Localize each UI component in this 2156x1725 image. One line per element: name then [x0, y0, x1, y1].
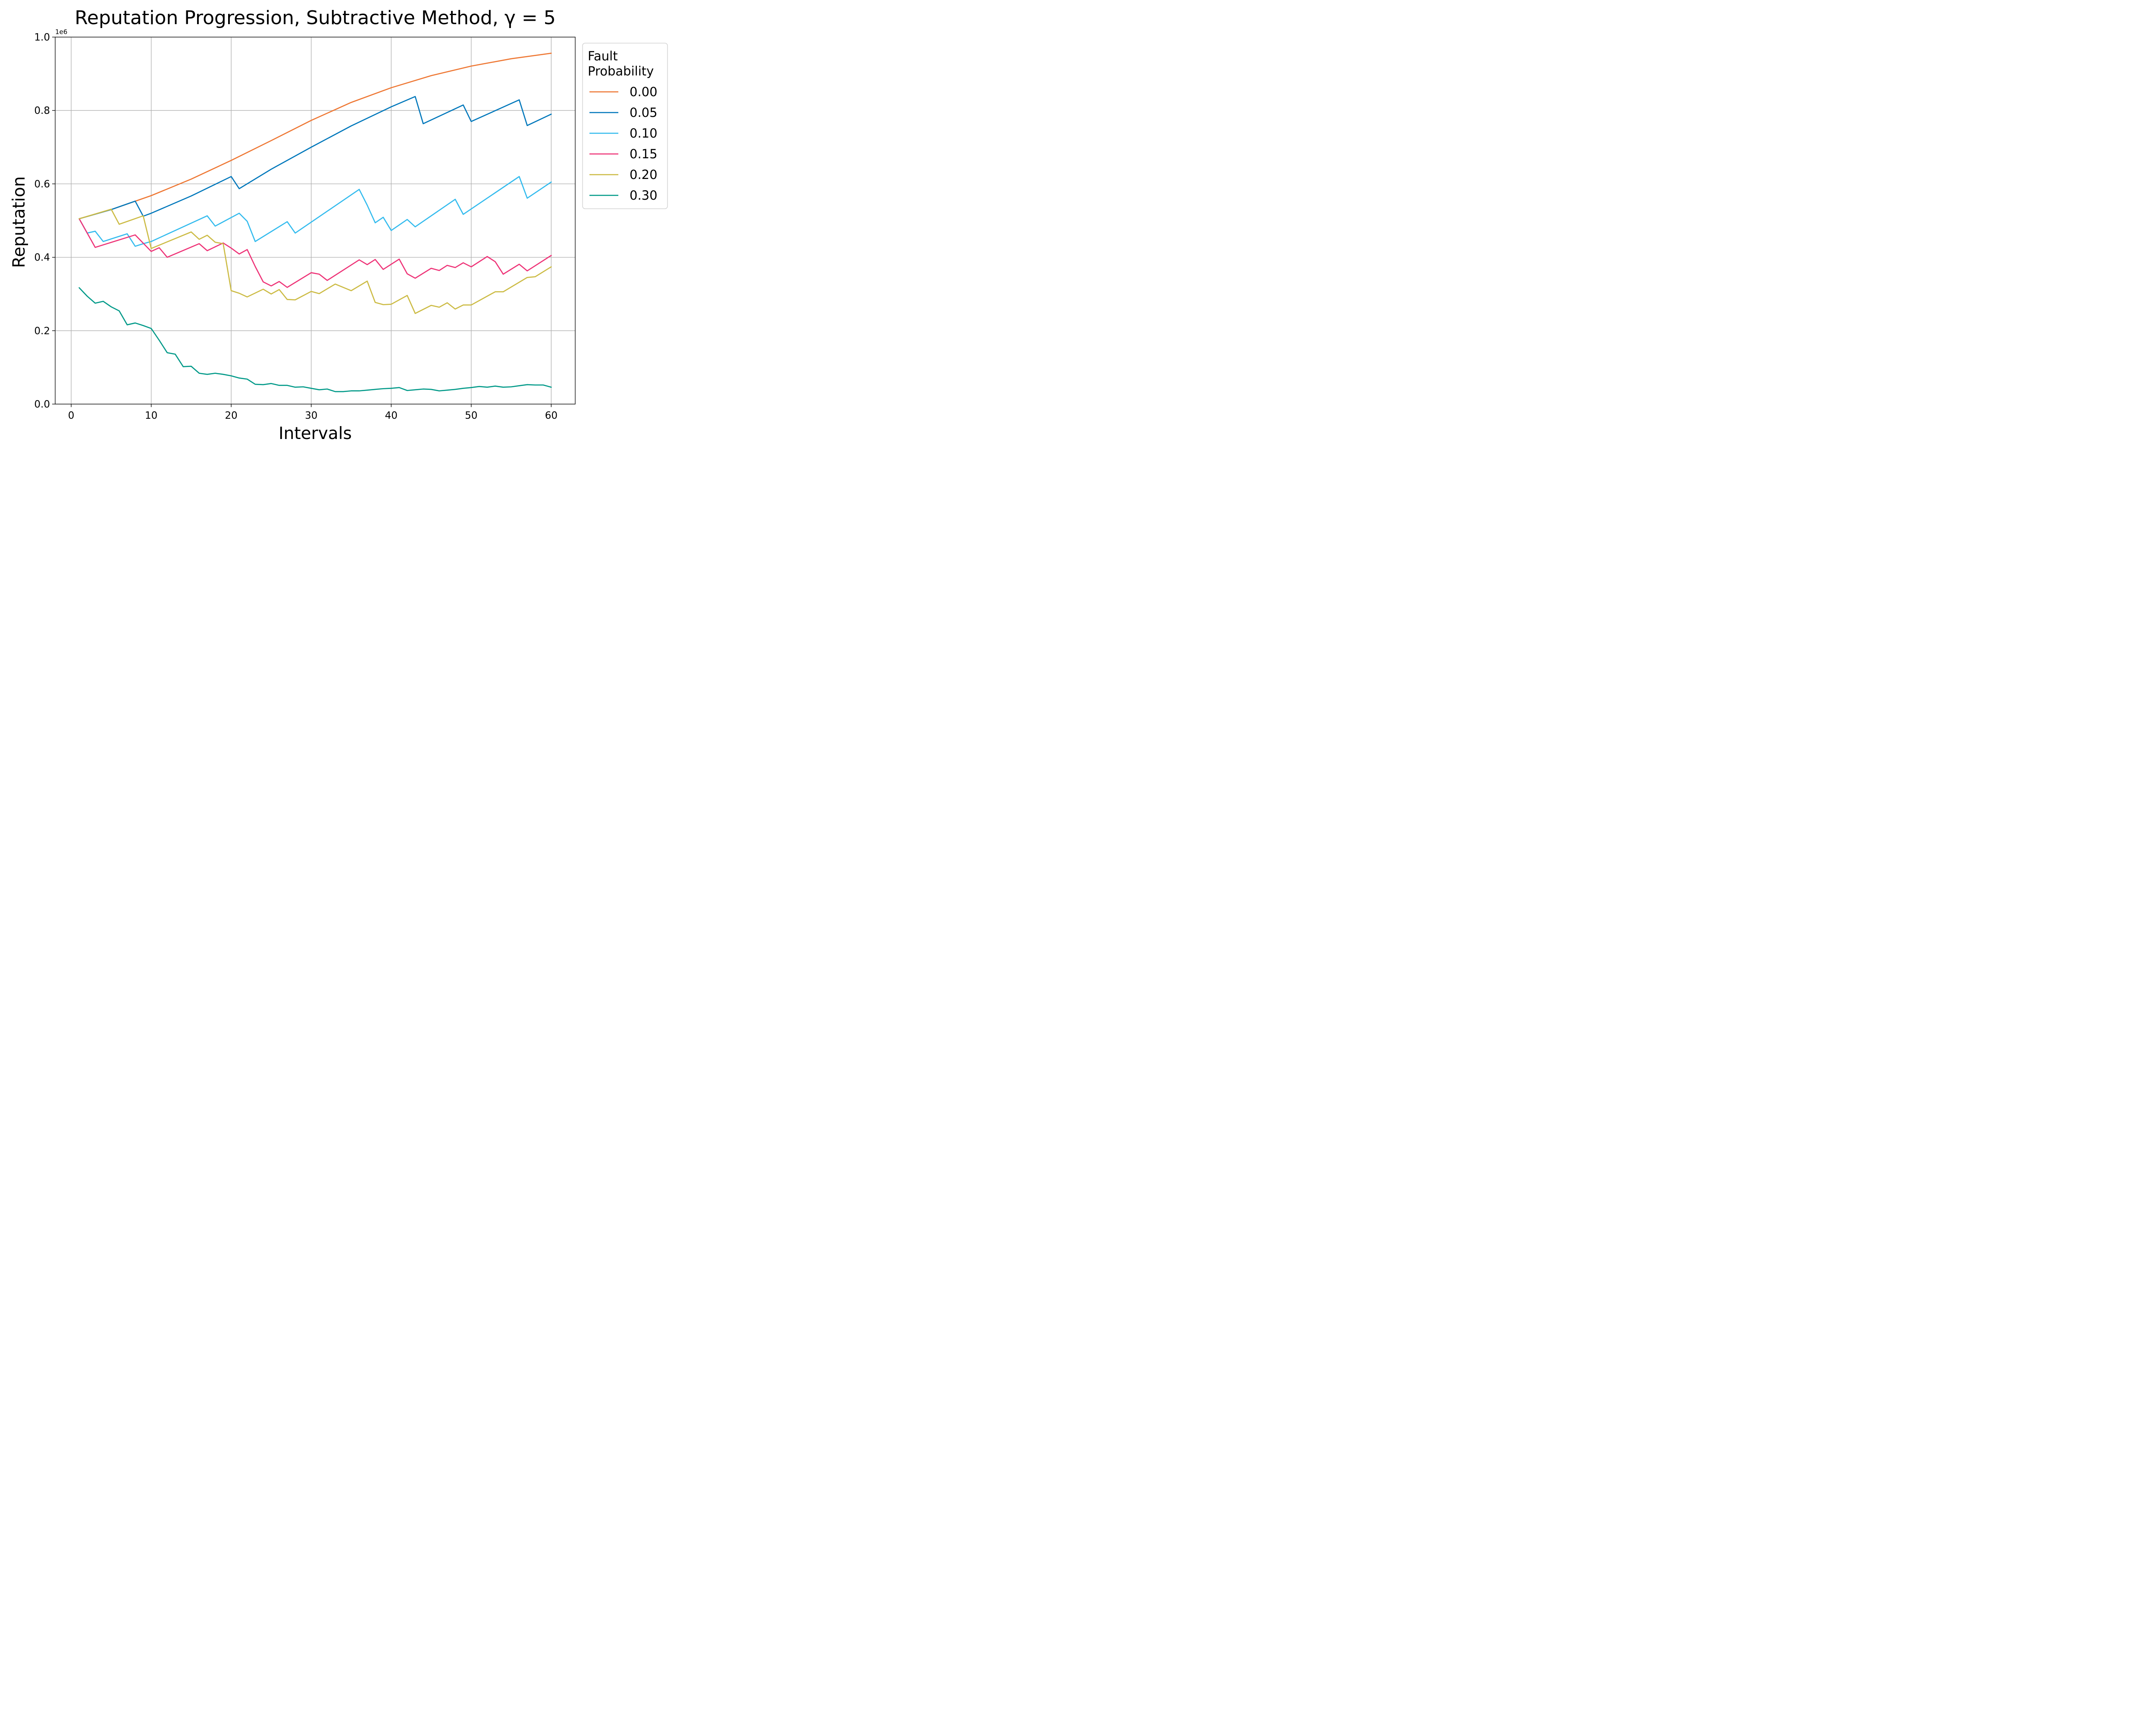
- y-tick-label: 0.2: [34, 326, 50, 337]
- chart-title: Reputation Progression, Subtractive Meth…: [75, 7, 555, 29]
- legend-label: 0.05: [630, 105, 658, 120]
- legend-label: 0.15: [630, 147, 658, 161]
- x-tick-label: 30: [305, 410, 317, 421]
- legend-label: 0.20: [630, 167, 658, 182]
- legend-title-line: Probability: [588, 64, 654, 78]
- series-line-0-30: [78, 287, 552, 392]
- y-axis-label: Reputation: [9, 176, 29, 268]
- y-tick-label: 0.4: [34, 252, 50, 263]
- series-line-0-05: [78, 96, 552, 220]
- x-axis-ticks: 0 10 20 30 40 50 60: [68, 404, 558, 421]
- y-tick-label: 0.0: [34, 399, 50, 410]
- y-tick-label: 1.0: [34, 32, 50, 43]
- legend: Fault Probability 0.00 0.05 0.10 0.15 0.20 0.3…: [582, 43, 668, 209]
- series-line-0-20: [78, 208, 552, 314]
- y-tick-label: 0.8: [34, 105, 50, 116]
- x-tick-label: 10: [145, 410, 157, 421]
- series-line-0-10: [78, 176, 552, 247]
- series-line-0-00: [78, 53, 552, 220]
- legend-label: 0.30: [630, 188, 658, 203]
- legend-entry: 0.20: [589, 167, 658, 182]
- legend-box: [582, 43, 668, 209]
- legend-title: Fault Probability: [588, 49, 654, 78]
- legend-entry: 0.30: [589, 188, 658, 203]
- legend-entries: 0.00 0.05 0.10 0.15 0.20 0.30: [589, 85, 658, 203]
- legend-entry: 0.05: [589, 105, 658, 120]
- grid-lines: [55, 37, 575, 405]
- reputation-line-chart: Reputation Progression, Subtractive Meth…: [9, 7, 668, 443]
- x-tick-label: 40: [385, 410, 398, 421]
- x-tick-label: 0: [68, 410, 75, 421]
- legend-entry: 0.00: [589, 85, 658, 99]
- legend-label: 0.00: [630, 85, 658, 99]
- y-axis-offset-label: 1e6: [55, 28, 67, 36]
- legend-entry: 0.10: [589, 126, 658, 141]
- series-lines: [78, 53, 552, 392]
- legend-title-line: Fault: [588, 49, 618, 63]
- x-tick-label: 20: [225, 410, 238, 421]
- x-tick-label: 60: [545, 410, 558, 421]
- y-tick-label: 0.6: [34, 179, 50, 190]
- series-line-0-15: [78, 218, 552, 288]
- x-axis-label: Intervals: [279, 424, 352, 443]
- legend-entry: 0.15: [589, 147, 658, 161]
- legend-label: 0.10: [630, 126, 658, 141]
- y-axis-ticks: 0.0 0.2 0.4 0.6 0.8 1.0: [34, 32, 55, 410]
- x-tick-label: 50: [465, 410, 477, 421]
- plot-area-frame: [55, 37, 576, 405]
